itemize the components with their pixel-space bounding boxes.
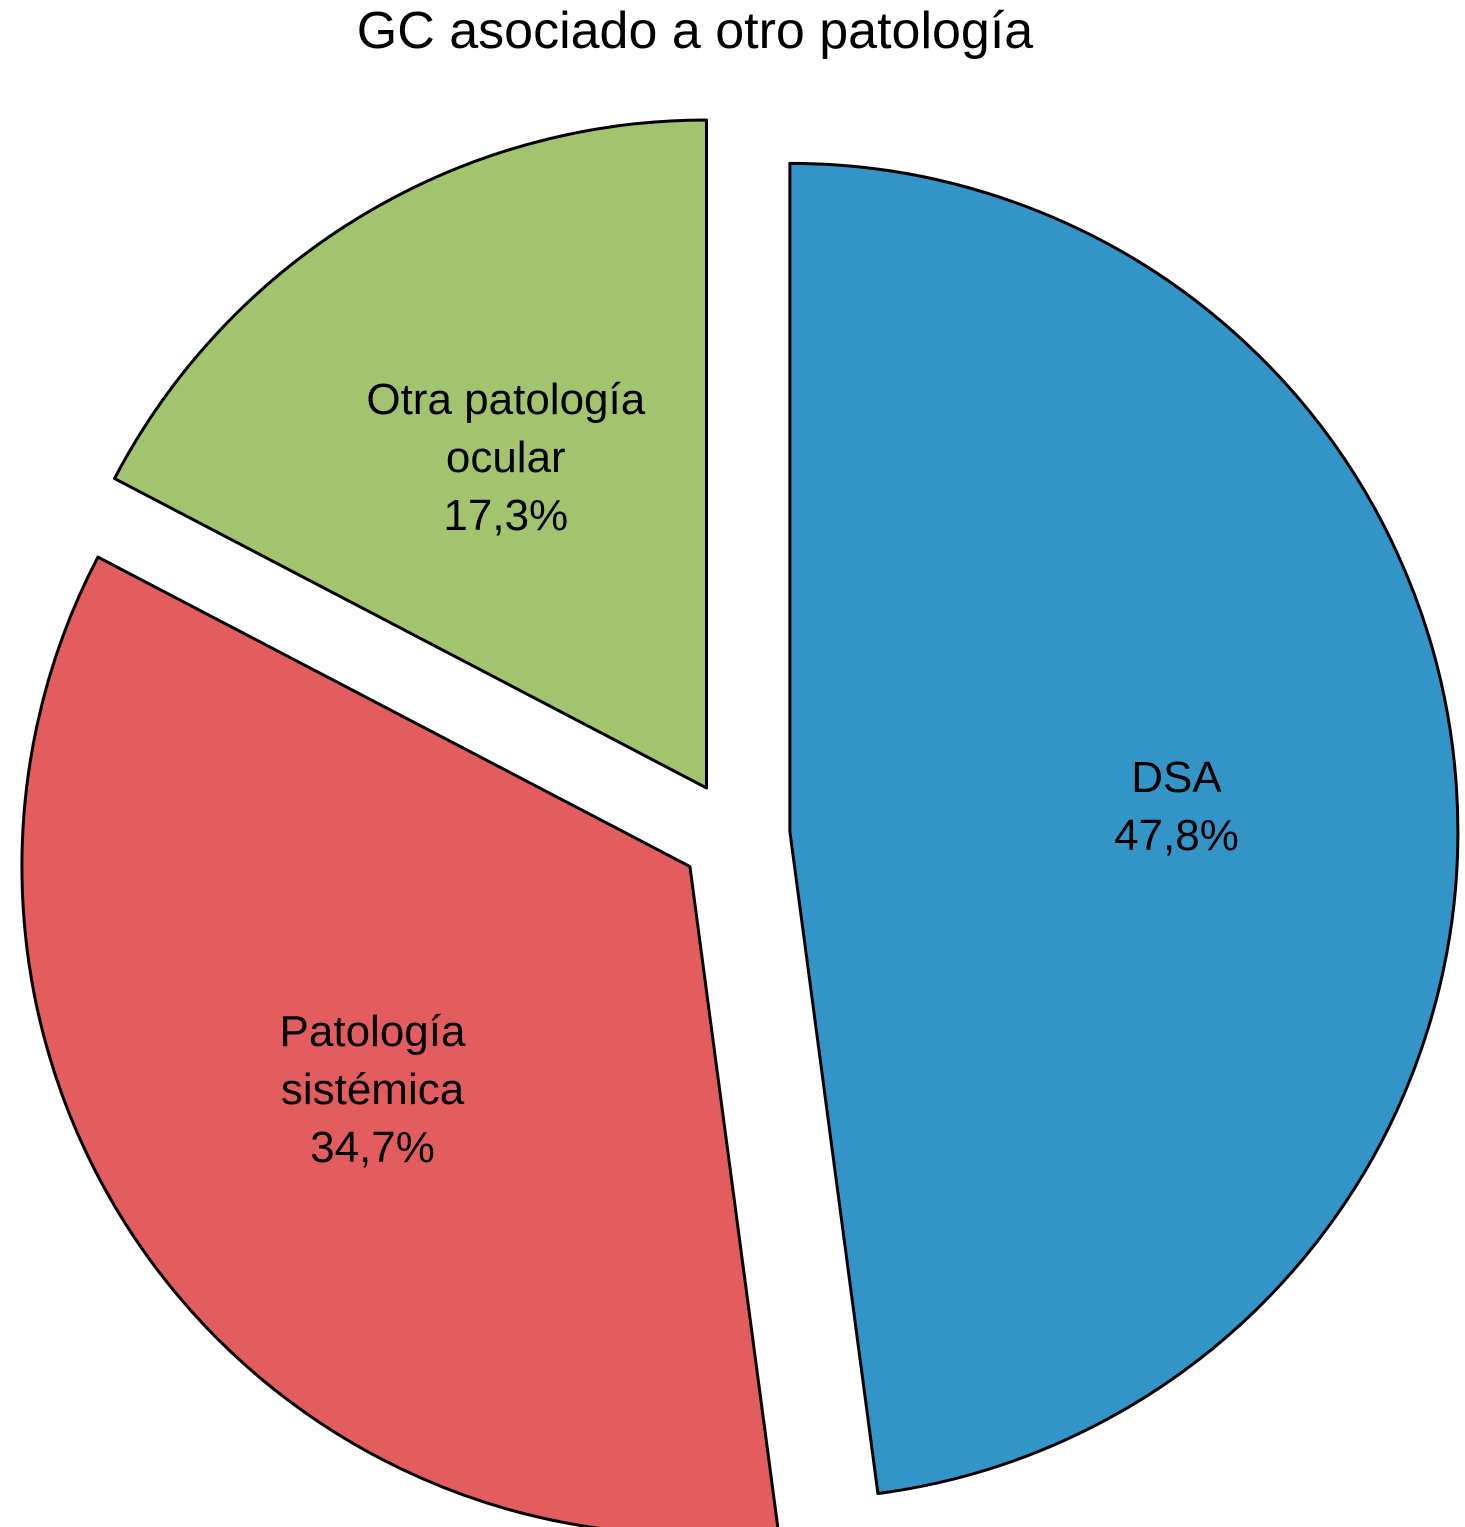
pie-slice [113, 118, 709, 790]
pie-slice [788, 161, 1460, 1496]
slice-label: ocular [446, 433, 566, 482]
chart-title: GC asociado a otro patología [357, 2, 1034, 60]
slice-value-label: 47,8% [1114, 811, 1239, 860]
slice-label-group: Otra patología ocular 17,3% [366, 375, 645, 540]
slice-label-group: DSA 47,8% [1114, 753, 1239, 860]
slice-value-label: 34,7% [310, 1123, 435, 1172]
slice-value-label: 17,3% [443, 491, 568, 540]
slice-label: Otra patología [366, 375, 645, 424]
slice-label: sistémica [281, 1065, 465, 1114]
slice-label-group: Patología sistémica 34,7% [280, 1007, 466, 1172]
slice-label: Patología [280, 1007, 466, 1056]
pie-slice [20, 555, 780, 1527]
slice-label: DSA [1131, 753, 1222, 802]
